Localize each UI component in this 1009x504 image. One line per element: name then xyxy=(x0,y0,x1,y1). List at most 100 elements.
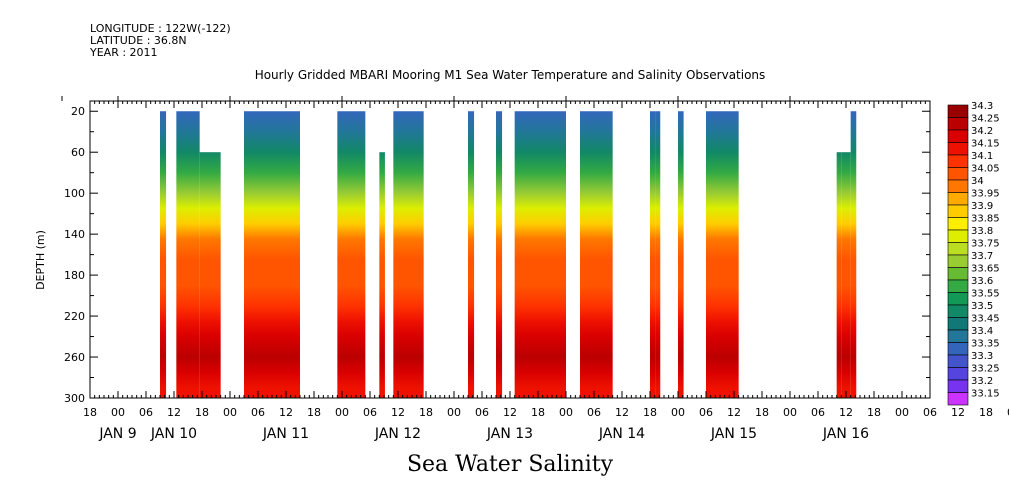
x-tick-label: 00 xyxy=(559,406,573,419)
colorbar-swatch xyxy=(947,204,969,218)
colorbar-label: 33.25 xyxy=(971,364,1000,375)
colorbar-label: 33.45 xyxy=(971,314,1000,325)
x-tick-label: 00 xyxy=(895,406,909,419)
colorbar-label: 33.4 xyxy=(971,326,993,337)
colorbar-swatch xyxy=(947,379,969,393)
x-tick-label: 06 xyxy=(811,406,825,419)
colorbar-label: 33.65 xyxy=(971,264,1000,275)
colorbar-swatch xyxy=(947,179,969,193)
x-tick-label: 18 xyxy=(531,406,545,419)
colorbar-swatch xyxy=(947,254,969,268)
x-tick-label: 12 xyxy=(615,406,629,419)
x-tick-label: 06 xyxy=(251,406,265,419)
colorbar-label: 33.6 xyxy=(971,276,993,287)
colorbar-label: 33.2 xyxy=(971,376,993,387)
colorbar-swatch xyxy=(947,292,969,306)
data-segment xyxy=(176,111,200,398)
y-tick-label: 140 xyxy=(64,228,85,241)
data-segment xyxy=(244,111,300,398)
colorbar-swatch xyxy=(947,104,969,118)
data-segment xyxy=(337,111,366,398)
plot-area xyxy=(160,111,857,398)
colorbar-swatch xyxy=(947,192,969,206)
colorbar-label: 33.8 xyxy=(971,226,993,237)
x-tick-label: 12 xyxy=(167,406,181,419)
y-tick-label: 300 xyxy=(64,392,85,405)
colorbar-label: 33.55 xyxy=(971,289,1000,300)
x-tick-label: 00 xyxy=(223,406,237,419)
x-tick-label: 00 xyxy=(111,406,125,419)
date-label: JAN 13 xyxy=(486,426,533,442)
x-tick-label: 06 xyxy=(699,406,713,419)
colorbar-label: 34.05 xyxy=(971,164,1000,175)
colorbar-swatch xyxy=(947,354,969,368)
colorbar-swatch xyxy=(947,267,969,281)
x-tick-label: 18 xyxy=(979,406,993,419)
colorbar-swatch xyxy=(947,217,969,231)
colorbar-label: 33.5 xyxy=(971,301,993,312)
x-tick-label: 00 xyxy=(1007,406,1009,419)
y-tick-label: 220 xyxy=(64,310,85,323)
x-tick-label: 12 xyxy=(503,406,517,419)
x-tick-label: 00 xyxy=(671,406,685,419)
colorbar-swatch xyxy=(947,329,969,343)
colorbar-label: 33.15 xyxy=(971,389,1000,400)
colorbar-label: 33.3 xyxy=(971,351,993,362)
date-label: JAN 16 xyxy=(822,426,869,442)
data-segment xyxy=(199,152,221,398)
colorbar-label: 34.25 xyxy=(971,114,1000,125)
y-tick-label: 260 xyxy=(64,351,85,364)
longitude-label: LONGITUDE : 122W(-122) xyxy=(90,22,231,35)
x-tick-label: 12 xyxy=(951,406,965,419)
x-axis-label: Sea Water Salinity xyxy=(406,452,614,477)
colorbar-swatch xyxy=(947,367,969,381)
x-tick-label: 00 xyxy=(335,406,349,419)
colorbar-label: 33.35 xyxy=(971,339,1000,350)
colorbar-label: 34 xyxy=(971,176,984,187)
colorbar-label: 34.1 xyxy=(971,151,993,162)
latitude-label: LATITUDE : 36.8N xyxy=(90,34,187,47)
colorbar-label: 33.7 xyxy=(971,251,993,262)
data-segment xyxy=(655,111,661,398)
y-tick-label: 60 xyxy=(71,146,85,159)
data-segment xyxy=(678,111,684,398)
data-segment xyxy=(650,111,656,398)
x-tick-label: 12 xyxy=(391,406,405,419)
x-tick-label: 12 xyxy=(839,406,853,419)
x-tick-label: 06 xyxy=(363,406,377,419)
colorbar-swatch xyxy=(947,242,969,256)
colorbar-label: 33.85 xyxy=(971,214,1000,225)
colorbar-swatch xyxy=(947,304,969,318)
chart-title: Hourly Gridded MBARI Mooring M1 Sea Wate… xyxy=(254,68,766,82)
x-tick-label: 18 xyxy=(195,406,209,419)
y-tick-label: 100 xyxy=(64,187,85,200)
colorbar-label: 34.2 xyxy=(971,126,993,137)
x-tick-label: 06 xyxy=(475,406,489,419)
x-tick-label: 06 xyxy=(923,406,937,419)
data-segment xyxy=(850,111,857,398)
colorbar-swatch xyxy=(947,317,969,331)
colorbar-swatch xyxy=(947,279,969,293)
date-label: JAN 10 xyxy=(150,426,197,442)
y-tick-label: 20 xyxy=(71,105,85,118)
date-label: JAN 12 xyxy=(374,426,421,442)
x-tick-label: 18 xyxy=(83,406,97,419)
year-label: YEAR : 2011 xyxy=(90,46,158,59)
colorbar-swatch xyxy=(947,117,969,131)
colorbar-label: 34.3 xyxy=(971,101,993,112)
data-segment xyxy=(514,111,566,398)
data-segment xyxy=(841,152,851,398)
data-segment xyxy=(706,111,739,398)
date-label: JAN 11 xyxy=(262,426,309,442)
colorbar-swatch xyxy=(947,154,969,168)
x-tick-label: 00 xyxy=(783,406,797,419)
x-tick-label: 18 xyxy=(755,406,769,419)
x-tick-label: 00 xyxy=(447,406,461,419)
data-segment xyxy=(393,111,424,398)
data-segment xyxy=(580,111,613,398)
x-tick-label: 06 xyxy=(587,406,601,419)
colorbar-swatch xyxy=(947,167,969,181)
